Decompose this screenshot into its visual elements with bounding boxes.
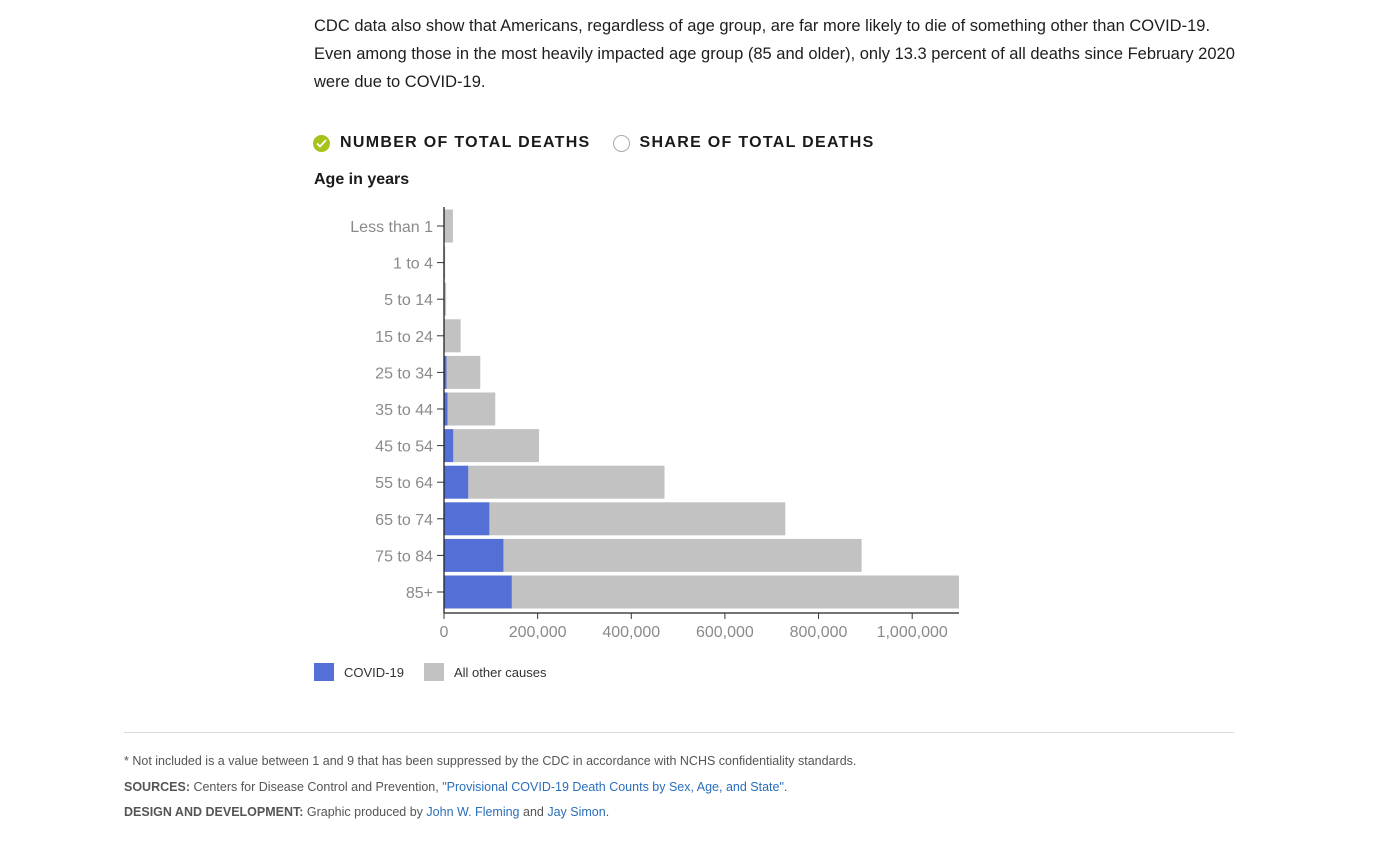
suppression-note: * Not included is a value between 1 and … <box>124 754 857 768</box>
bar-covid <box>444 429 454 463</box>
bar-other <box>444 282 447 316</box>
sources-line: SOURCES: Centers for Disease Control and… <box>124 775 856 801</box>
x-tick-label: 800,000 <box>790 624 848 641</box>
y-tick-label: 55 to 64 <box>375 475 433 492</box>
y-tick-label: 25 to 34 <box>375 365 433 382</box>
toggle-number-of-total-deaths[interactable]: NUMBER OF TOTAL DEATHS <box>313 134 591 152</box>
y-tick-label: Less than 1 <box>350 219 433 236</box>
sources-link[interactable]: "Provisional COVID-19 Death Counts by Se… <box>442 779 784 794</box>
chart-mode-toggle: NUMBER OF TOTAL DEATHS SHARE OF TOTAL DE… <box>313 134 897 152</box>
bar-other <box>453 429 540 463</box>
bar-other <box>489 502 786 536</box>
intro-paragraph: CDC data also show that Americans, regar… <box>314 17 1235 91</box>
sources-end: . <box>783 779 788 794</box>
y-tick-label: 75 to 84 <box>375 548 433 565</box>
bar-covid <box>444 355 447 389</box>
bar-other <box>446 355 481 389</box>
y-tick-label: 45 to 54 <box>375 439 433 456</box>
sources-text: Centers for Disease Control and Preventi… <box>189 779 443 794</box>
legend-swatch-covid <box>314 663 334 681</box>
bar-other <box>444 209 453 243</box>
bar-other <box>447 392 496 426</box>
bar-covid <box>444 575 512 609</box>
toggle-share-of-total-deaths[interactable]: SHARE OF TOTAL DEATHS <box>612 134 875 152</box>
y-tick-label: 15 to 24 <box>375 329 433 346</box>
check-icon <box>313 134 330 152</box>
y-tick-label: 1 to 4 <box>393 256 433 273</box>
y-tick-label: 35 to 44 <box>375 402 433 419</box>
y-tick-label: 65 to 74 <box>375 512 433 529</box>
x-tick-label: 0 <box>440 624 449 641</box>
bar-other <box>444 319 461 353</box>
author-link-simon[interactable]: Jay Simon <box>547 805 606 819</box>
bar-other <box>468 465 665 499</box>
legend-label-other: All other causes <box>453 664 547 680</box>
author-link-fleming[interactable]: John W. Fleming <box>426 805 520 819</box>
y-axis-title: Age in years <box>314 171 410 188</box>
y-tick-label: 85+ <box>406 585 433 602</box>
bar-other <box>503 538 862 572</box>
legend: COVID-19 All other causes <box>314 663 566 681</box>
design-line: DESIGN AND DEVELOPMENT: Graphic produced… <box>124 800 856 826</box>
design-label: DESIGN AND DEVELOPMENT: <box>124 805 304 819</box>
footer-divider <box>124 732 1234 733</box>
toggle-label: SHARE OF TOTAL DEATHS <box>639 134 875 151</box>
bar-covid <box>444 465 469 499</box>
x-tick-label: 400,000 <box>602 624 660 641</box>
bar-other <box>511 575 959 609</box>
toggle-label: NUMBER OF TOTAL DEATHS <box>340 134 591 151</box>
x-tick-label: 200,000 <box>509 624 567 641</box>
legend-item-other: All other causes <box>423 663 547 681</box>
and-text: and <box>519 805 548 819</box>
x-tick-label: 1,000,000 <box>877 624 948 641</box>
radio-empty-icon <box>612 134 630 152</box>
design-text: Graphic produced by <box>303 805 427 819</box>
x-tick-label: 600,000 <box>696 624 754 641</box>
y-tick-label: 5 to 14 <box>384 292 433 309</box>
legend-swatch-other <box>423 663 444 681</box>
legend-item-covid: COVID-19 <box>314 663 404 681</box>
bar-covid <box>444 538 504 572</box>
footnotes: * Not included is a value between 1 and … <box>124 749 856 826</box>
design-end: . <box>605 805 610 819</box>
legend-label-covid: COVID-19 <box>344 664 404 680</box>
bar-covid <box>444 392 448 426</box>
sources-label: SOURCES: <box>124 779 190 794</box>
bar-covid <box>444 502 490 536</box>
